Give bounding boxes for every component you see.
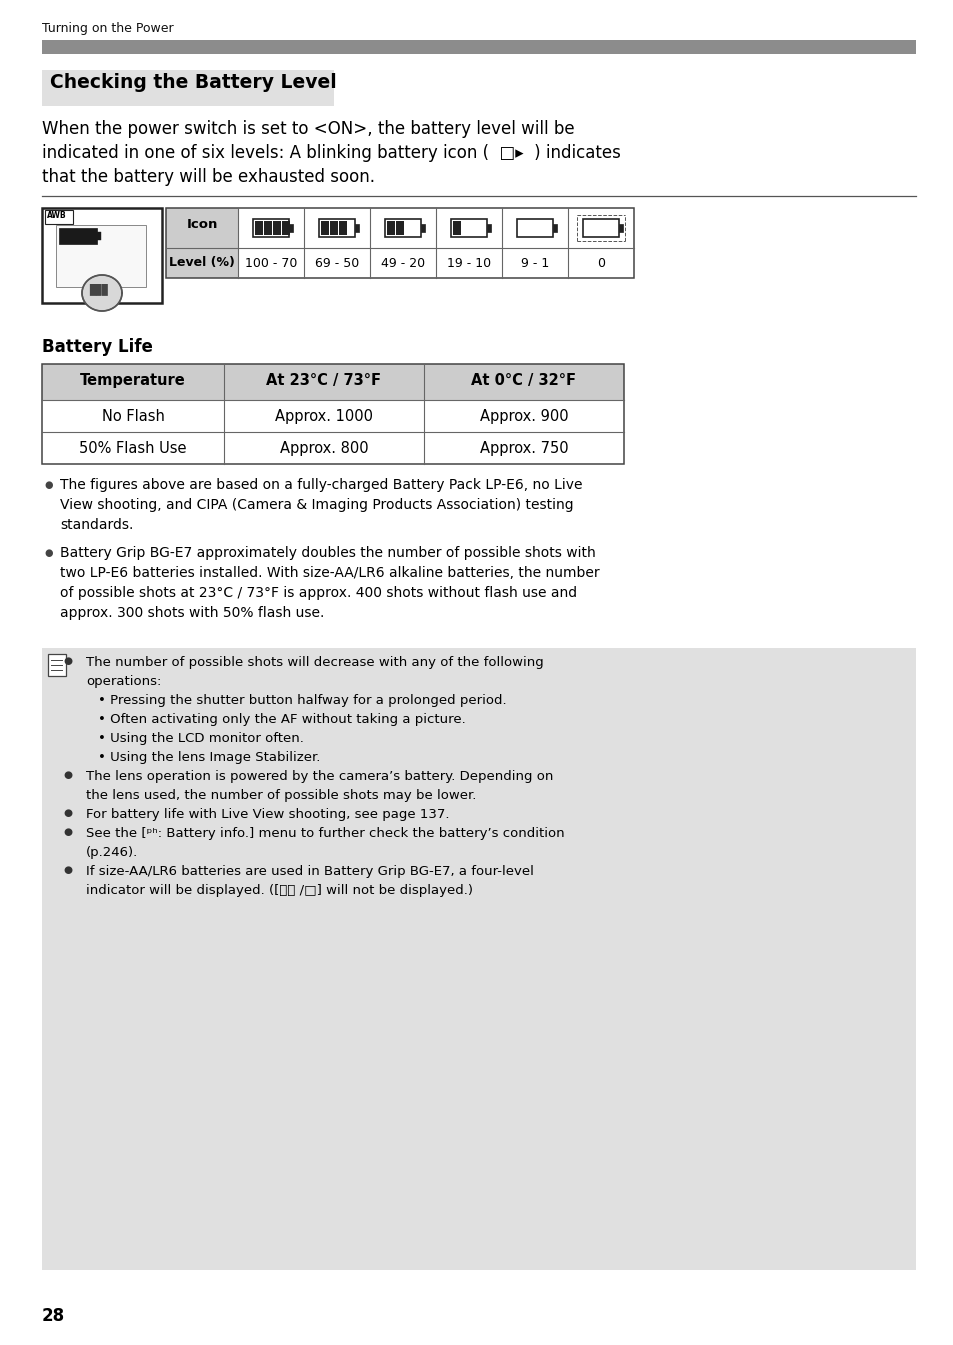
Bar (59, 229, 97, 243)
Bar (264, 221, 272, 235)
Bar (42, 399, 623, 432)
Text: • Often activating only the AF without taking a picture.: • Often activating only the AF without t… (98, 713, 465, 726)
Bar (320, 221, 329, 235)
Bar (166, 208, 634, 278)
Bar (582, 219, 618, 237)
Text: 28: 28 (42, 1307, 65, 1325)
Bar (289, 225, 293, 231)
Text: Approx. 900: Approx. 900 (479, 409, 568, 424)
Bar (273, 221, 281, 235)
Text: 0: 0 (597, 257, 604, 270)
Text: For battery life with Live View shooting, see page 137.: For battery life with Live View shooting… (86, 808, 449, 820)
Bar (166, 208, 237, 278)
Bar (486, 225, 491, 231)
Text: two LP-E6 batteries installed. With size-AA/LR6 alkaline batteries, the number: two LP-E6 batteries installed. With size… (60, 566, 599, 580)
Text: If size-AA/LR6 batteries are used in Battery Grip BG-E7, a four-level: If size-AA/LR6 batteries are used in Bat… (86, 865, 534, 878)
Text: 9 - 1: 9 - 1 (520, 257, 549, 270)
Text: • Using the lens Image Stabilizer.: • Using the lens Image Stabilizer. (98, 751, 320, 764)
Text: 49 - 20: 49 - 20 (380, 257, 425, 270)
Text: 100 - 70: 100 - 70 (245, 257, 297, 270)
Text: approx. 300 shots with 50% flash use.: approx. 300 shots with 50% flash use. (60, 607, 324, 620)
Text: ███: ███ (89, 282, 108, 295)
Text: When the power switch is set to <ON>, the battery level will be: When the power switch is set to <ON>, th… (42, 120, 574, 139)
Text: The figures above are based on a fully-charged Battery Pack LP-E6, no Live: The figures above are based on a fully-c… (60, 477, 582, 492)
Bar (42, 208, 162, 303)
Bar (56, 225, 146, 286)
Bar (318, 219, 355, 237)
Text: 69 - 50: 69 - 50 (314, 257, 358, 270)
Bar (282, 221, 290, 235)
Text: View shooting, and CIPA (Camera & Imaging Products Association) testing: View shooting, and CIPA (Camera & Imagin… (60, 498, 573, 512)
Text: At 23°C / 73°F: At 23°C / 73°F (266, 373, 381, 387)
Bar (45, 210, 73, 225)
Bar (42, 364, 623, 464)
Bar (451, 219, 486, 237)
Text: Icon: Icon (186, 218, 217, 231)
Text: Checking the Battery Level: Checking the Battery Level (50, 73, 336, 91)
Bar (618, 225, 622, 231)
Bar (97, 231, 101, 239)
Bar (253, 219, 289, 237)
Bar (387, 221, 395, 235)
Text: the lens used, the number of possible shots may be lower.: the lens used, the number of possible sh… (86, 790, 476, 802)
Text: AWB: AWB (47, 211, 67, 221)
Text: No Flash: No Flash (101, 409, 164, 424)
Bar (385, 219, 420, 237)
Bar (338, 221, 347, 235)
Text: • Pressing the shutter button halfway for a prolonged period.: • Pressing the shutter button halfway fo… (98, 694, 506, 707)
Text: At 0°C / 32°F: At 0°C / 32°F (471, 373, 576, 387)
Text: operations:: operations: (86, 675, 161, 689)
Text: Approx. 800: Approx. 800 (279, 441, 368, 456)
Bar (395, 221, 403, 235)
Text: indicated in one of six levels: A blinking battery icon (  □▸  ) indicates: indicated in one of six levels: A blinki… (42, 144, 620, 161)
Text: Approx. 750: Approx. 750 (479, 441, 568, 456)
Bar (355, 225, 358, 231)
Text: Battery Grip BG-E7 approximately doubles the number of possible shots with: Battery Grip BG-E7 approximately doubles… (60, 546, 595, 560)
Text: ●: ● (64, 865, 72, 876)
Text: ●: ● (64, 769, 72, 780)
Text: ●: ● (45, 547, 53, 558)
Text: 19 - 10: 19 - 10 (446, 257, 491, 270)
Text: 50% Flash Use: 50% Flash Use (79, 441, 187, 456)
Text: ●: ● (64, 808, 72, 818)
Text: Level (%): Level (%) (169, 256, 234, 269)
Text: ●: ● (64, 827, 72, 837)
Text: Turning on the Power: Turning on the Power (42, 22, 173, 35)
Text: Temperature: Temperature (80, 373, 186, 387)
Bar (330, 221, 337, 235)
Bar (42, 364, 623, 399)
Bar (42, 40, 915, 54)
Bar (237, 208, 634, 278)
Text: standards.: standards. (60, 518, 133, 533)
Text: of possible shots at 23°C / 73°F is approx. 400 shots without flash use and: of possible shots at 23°C / 73°F is appr… (60, 586, 577, 600)
Text: indicator will be displayed. ([⧇⧇ /□] will not be displayed.): indicator will be displayed. ([⧇⧇ /□] wi… (86, 884, 473, 897)
Text: (p.246).: (p.246). (86, 846, 138, 859)
Ellipse shape (82, 274, 122, 311)
Bar (553, 225, 557, 231)
Bar (254, 221, 263, 235)
Bar (42, 70, 334, 106)
Text: ●: ● (64, 656, 72, 666)
Text: • Using the LCD monitor often.: • Using the LCD monitor often. (98, 732, 304, 745)
Text: ●: ● (45, 480, 53, 490)
Bar (42, 648, 915, 1270)
Text: See the [ᵖʰ: Battery info.] menu to further check the battery’s condition: See the [ᵖʰ: Battery info.] menu to furt… (86, 827, 564, 841)
Text: Approx. 1000: Approx. 1000 (274, 409, 373, 424)
Bar (453, 221, 460, 235)
Text: The lens operation is powered by the camera’s battery. Depending on: The lens operation is powered by the cam… (86, 769, 553, 783)
Text: The number of possible shots will decrease with any of the following: The number of possible shots will decrea… (86, 656, 543, 668)
Text: Battery Life: Battery Life (42, 338, 152, 356)
Bar (42, 432, 623, 464)
Bar (48, 654, 66, 677)
Text: that the battery will be exhausted soon.: that the battery will be exhausted soon. (42, 168, 375, 186)
Bar (517, 219, 553, 237)
Bar (420, 225, 424, 231)
